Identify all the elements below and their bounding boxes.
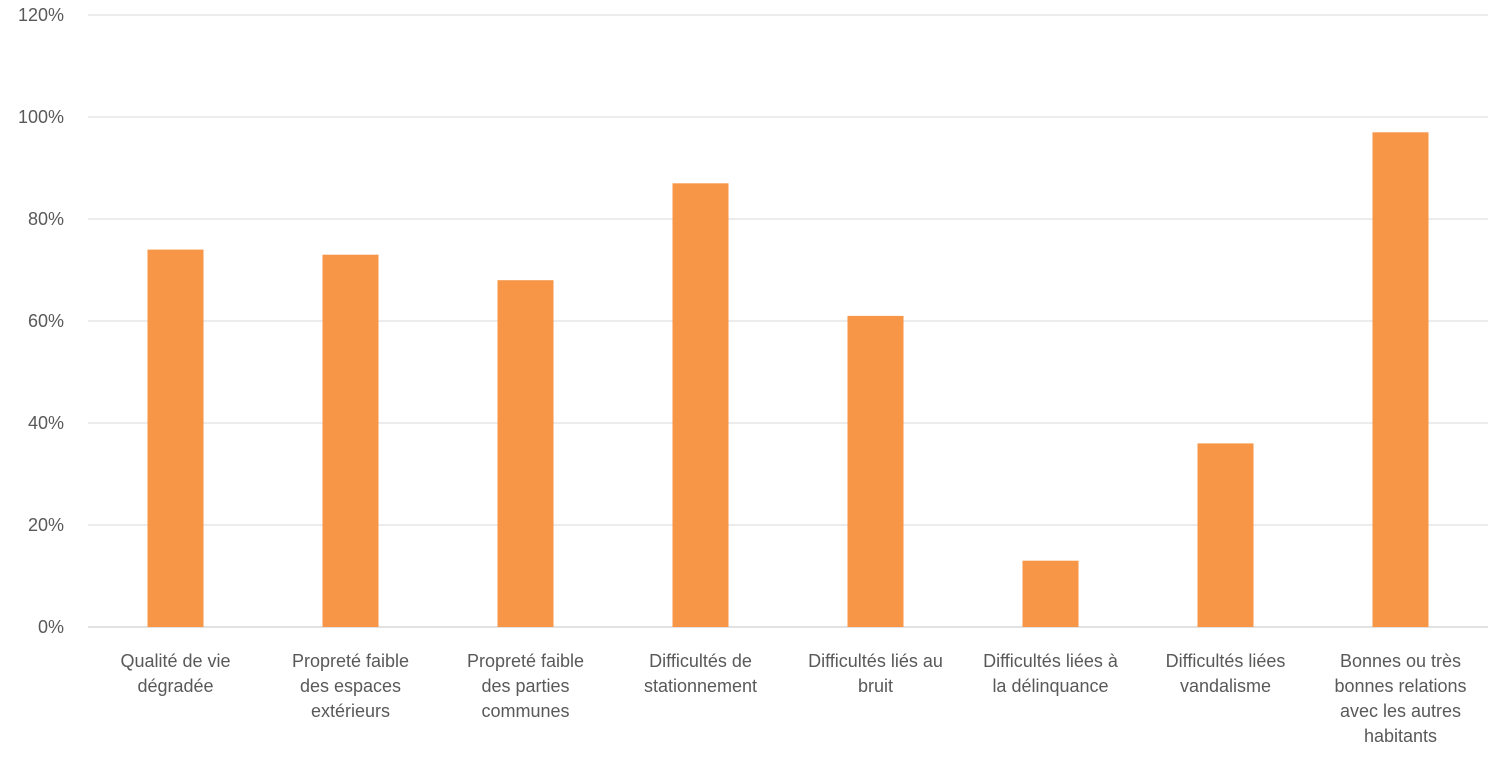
bars bbox=[147, 132, 1429, 628]
y-tick-label: 40% bbox=[28, 413, 64, 433]
bar bbox=[1372, 132, 1429, 628]
x-tick-label-line: communes bbox=[481, 701, 569, 721]
bar bbox=[847, 315, 904, 627]
x-tick-label: Difficultés de stationnement bbox=[644, 651, 757, 696]
x-tick-label-line: Difficultés de bbox=[649, 651, 752, 671]
x-tick-label: Qualité de vie dégradée bbox=[120, 651, 230, 696]
y-tick-label: 0% bbox=[38, 617, 64, 637]
gridlines bbox=[88, 14, 1488, 628]
x-tick-label-line: extérieurs bbox=[311, 701, 390, 721]
x-tick-label-line: dégradée bbox=[137, 676, 213, 696]
x-tick-label-line: la délinquance bbox=[992, 676, 1108, 696]
y-tick-label: 20% bbox=[28, 515, 64, 535]
x-tick-label-line: habitants bbox=[1364, 726, 1437, 746]
x-tick-label-line: Propreté faible bbox=[467, 651, 584, 671]
bar bbox=[322, 254, 379, 627]
x-tick-label-line: bruit bbox=[858, 676, 893, 696]
x-tick-label-line: des parties bbox=[481, 676, 569, 696]
x-tick-label-line: Difficultés liés au bbox=[808, 651, 943, 671]
x-tick-label: Difficultés liées à la délinquance bbox=[983, 651, 1119, 696]
bar bbox=[672, 183, 729, 628]
x-tick-label-line: Difficultés liées bbox=[1166, 651, 1286, 671]
y-tick-label: 80% bbox=[28, 209, 64, 229]
x-tick-label-line: avec les autres bbox=[1340, 701, 1461, 721]
x-tick-label-line: des espaces bbox=[300, 676, 401, 696]
x-tick-label-line: vandalisme bbox=[1180, 676, 1271, 696]
y-tick-label: 120% bbox=[18, 5, 64, 25]
bar bbox=[1197, 443, 1254, 627]
x-tick-label-line: Propreté faible bbox=[292, 651, 409, 671]
y-axis: 0% 20% 40% 60% 80% 100% 120% bbox=[18, 5, 64, 637]
bar bbox=[1022, 560, 1079, 627]
x-tick-label-line: Qualité de vie bbox=[120, 651, 230, 671]
bar bbox=[497, 280, 554, 627]
x-tick-label: Difficultés liés au bruit bbox=[808, 651, 943, 696]
x-tick-label-line: bonnes relations bbox=[1334, 676, 1466, 696]
x-tick-label-line: Bonnes ou très bbox=[1340, 651, 1461, 671]
x-tick-label-line: Difficultés liées à bbox=[983, 651, 1119, 671]
bar bbox=[147, 249, 204, 627]
y-tick-label: 100% bbox=[18, 107, 64, 127]
x-tick-label: Propreté faible des parties communes bbox=[467, 651, 584, 721]
x-axis: Qualité de vie dégradée Propreté faible des… bbox=[120, 651, 1466, 746]
x-tick-label: Bonnes ou très bonnes relations avec les a… bbox=[1334, 651, 1466, 746]
y-tick-label: 60% bbox=[28, 311, 64, 331]
x-tick-label-line: stationnement bbox=[644, 676, 757, 696]
x-tick-label: Difficultés liées vandalisme bbox=[1166, 651, 1286, 696]
x-tick-label: Propreté faible des espaces extérieurs bbox=[292, 651, 409, 721]
